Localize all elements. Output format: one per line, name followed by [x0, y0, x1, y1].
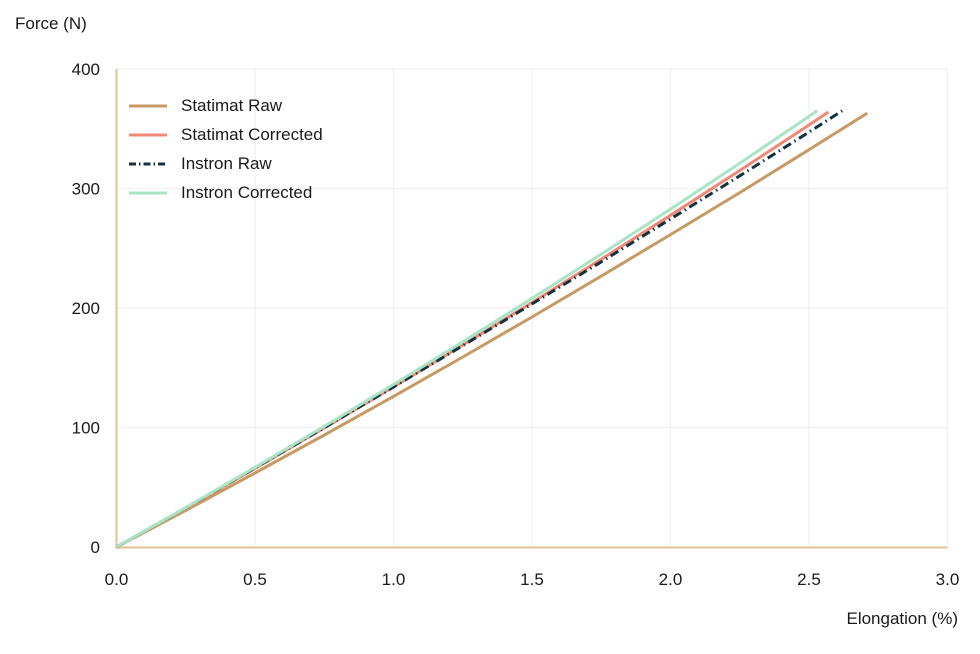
- x-axis-title: Elongation (%): [846, 609, 958, 628]
- legend-swatch-line-icon: [129, 133, 167, 136]
- legend-label: Statimat Corrected: [181, 125, 323, 144]
- y-tick-label: 400: [72, 60, 100, 79]
- y-tick-labels: 0 100 200 300 400: [72, 60, 100, 557]
- axes: [115, 69, 948, 549]
- y-tick-label: 0: [91, 538, 100, 557]
- legend-label: Statimat Raw: [181, 96, 283, 115]
- legend-swatch-line-icon: [129, 191, 167, 194]
- y-axis-title: Force (N): [15, 14, 87, 33]
- legend-item: Statimat Corrected: [128, 120, 323, 149]
- chart-legend: Statimat Raw Statimat Corrected Instron …: [128, 91, 323, 207]
- series-line-statimat-raw: [115, 111, 868, 549]
- legend-item: Instron Corrected: [128, 178, 323, 207]
- series-line-instron-corrected: [115, 109, 819, 549]
- x-tick-label: 1.5: [520, 570, 544, 589]
- series-lines: [115, 109, 868, 549]
- y-tick-label: 100: [72, 419, 100, 438]
- x-tick-label: 0.0: [105, 570, 129, 589]
- legend-label: Instron Raw: [181, 154, 272, 173]
- legend-item: Instron Raw: [128, 149, 323, 178]
- legend-item: Statimat Raw: [128, 91, 323, 120]
- x-tick-label: 3.0: [936, 570, 960, 589]
- x-tick-label: 2.5: [797, 570, 821, 589]
- x-tick-labels: 0.0 0.5 1.0 1.5 2.0 2.5 3.0: [105, 570, 960, 589]
- legend-swatch-line-icon: [129, 162, 167, 165]
- legend-label: Instron Corrected: [181, 183, 313, 202]
- y-tick-label: 200: [72, 299, 100, 318]
- y-tick-label: 300: [72, 180, 100, 199]
- legend-swatch-line-icon: [129, 104, 167, 107]
- x-tick-label: 0.5: [243, 570, 267, 589]
- x-tick-label: 2.0: [659, 570, 683, 589]
- x-tick-label: 1.0: [382, 570, 406, 589]
